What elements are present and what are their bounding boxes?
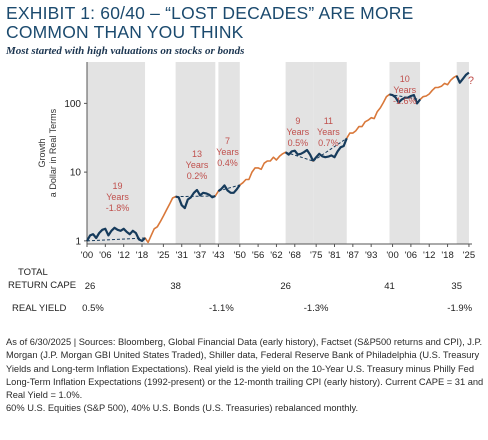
lost-decade-years: 10 <box>400 74 410 84</box>
lost-decade-trend-4 <box>312 137 348 162</box>
real-yield-value: -1.3% <box>304 303 329 314</box>
cape-value: 26 <box>85 281 96 292</box>
x-tick-label: '12 <box>423 250 435 261</box>
lost-decade-line-0 <box>86 226 146 242</box>
real-yield-value: -1.1% <box>209 303 234 314</box>
cape-value: 41 <box>384 281 395 292</box>
x-tick-label: '12 <box>117 250 129 261</box>
lost-decade-real-return: -1.8% <box>106 203 130 213</box>
lost-decade-line-4 <box>312 137 348 162</box>
x-tick-label: '06 <box>405 250 417 261</box>
lost-decades-chart: 1 10 100 Growtha Dollar in Real Terms '00 '06… <box>8 62 475 314</box>
x-tick-label: '75 <box>310 250 322 261</box>
x-tick-label: '25 <box>157 250 169 261</box>
lost-decade-band-1 <box>175 62 216 244</box>
lost-decade-years: 7 <box>225 136 230 146</box>
real-yield-value: -1.9% <box>447 303 472 314</box>
lost-decade-band-5 <box>389 62 421 244</box>
lost-decade-years: 9 <box>295 116 300 126</box>
lost-decade-real-return: 0.7% <box>318 138 339 148</box>
x-tick-label: '50 <box>234 250 246 261</box>
lost-decade-question: ? <box>468 75 474 87</box>
x-tick-label: '25 <box>463 250 475 261</box>
lost-decade-years-label: Years <box>216 147 239 157</box>
x-tick-label: '81 <box>328 250 340 261</box>
lost-decade-years-label: Years <box>317 127 340 137</box>
lost-decade-band-4 <box>313 62 347 244</box>
chart-footer: As of 6/30/2025 | Sources: Bloomberg, Gl… <box>6 336 486 416</box>
lost-decade-years-label: Years <box>286 127 309 137</box>
lost-decade-years: 13 <box>192 149 202 159</box>
lost-decade-years-label: Years <box>106 192 129 202</box>
x-tick-label: '00 <box>386 250 398 261</box>
cape-value: 26 <box>280 281 291 292</box>
lost-decade-real-return: 0.4% <box>217 158 238 168</box>
x-tick-label: '18 <box>136 250 148 261</box>
lost-decade-trend-2 <box>218 184 240 192</box>
lost-decade-band-0 <box>87 62 146 244</box>
cape-row-label-2: RETURN CAPE <box>8 280 76 291</box>
y-tick-label: 100 <box>64 99 81 110</box>
lost-decade-real-return: 0.5% <box>288 138 309 148</box>
x-tick-label: '37 <box>194 250 206 261</box>
lost-decade-line-3 <box>284 148 315 162</box>
x-tick-label: '87 <box>347 250 359 261</box>
lost-decade-years-label: Years <box>186 160 209 170</box>
x-tick-label: '62 <box>270 250 282 261</box>
x-tick-label: '68 <box>289 250 301 261</box>
y-tick-label: 1 <box>75 236 81 247</box>
x-tick-label: '31 <box>176 250 188 261</box>
real-yield-value: 0.5% <box>82 303 104 314</box>
cape-value: 38 <box>170 281 181 292</box>
lost-decade-years: 11 <box>324 116 333 126</box>
real-yield-row-label: REAL YIELD <box>12 303 67 314</box>
y-axis-label: Growtha Dollar in Real Terms <box>37 108 58 197</box>
x-tick-label: '18 <box>441 250 453 261</box>
lost-decade-line-2 <box>217 184 241 194</box>
lost-decade-line-6 <box>455 71 470 84</box>
y-tick-label: 10 <box>70 168 82 179</box>
page-title: EXHIBIT 1: 60/40 – “LOST DECADES” ARE MO… <box>6 3 414 42</box>
cape-value: 35 <box>451 281 462 292</box>
lost-decade-years-label: Years <box>393 85 416 95</box>
x-tick-label: '56 <box>252 250 264 261</box>
x-tick-label: '93 <box>365 250 377 261</box>
source-note: As of 6/30/2025 | Sources: Bloomberg, Gl… <box>6 337 484 401</box>
lost-decade-years: 19 <box>113 181 123 191</box>
cape-row-label-1: TOTAL <box>18 267 48 278</box>
lost-decade-real-return: 0.2% <box>187 171 208 181</box>
lost-decade-real-return: -1.6% <box>393 96 417 106</box>
lost-decade-band-2 <box>218 62 240 244</box>
x-tick-label: '00 <box>81 250 93 261</box>
lost-decade-line-1 <box>175 188 216 210</box>
x-tick-label: '43 <box>212 250 224 261</box>
x-tick-label: '06 <box>99 250 111 261</box>
portfolio-note: 60% U.S. Equities (S&P 500), 40% U.S. Bo… <box>6 403 359 414</box>
lost-decade-line-5 <box>389 93 421 105</box>
lost-decade-band-6 <box>456 62 469 244</box>
lost-decade-trend-5 <box>389 93 421 100</box>
page-subtitle: Most started with high valuations on sto… <box>6 45 245 57</box>
lost-decade-trend-1 <box>175 195 216 198</box>
